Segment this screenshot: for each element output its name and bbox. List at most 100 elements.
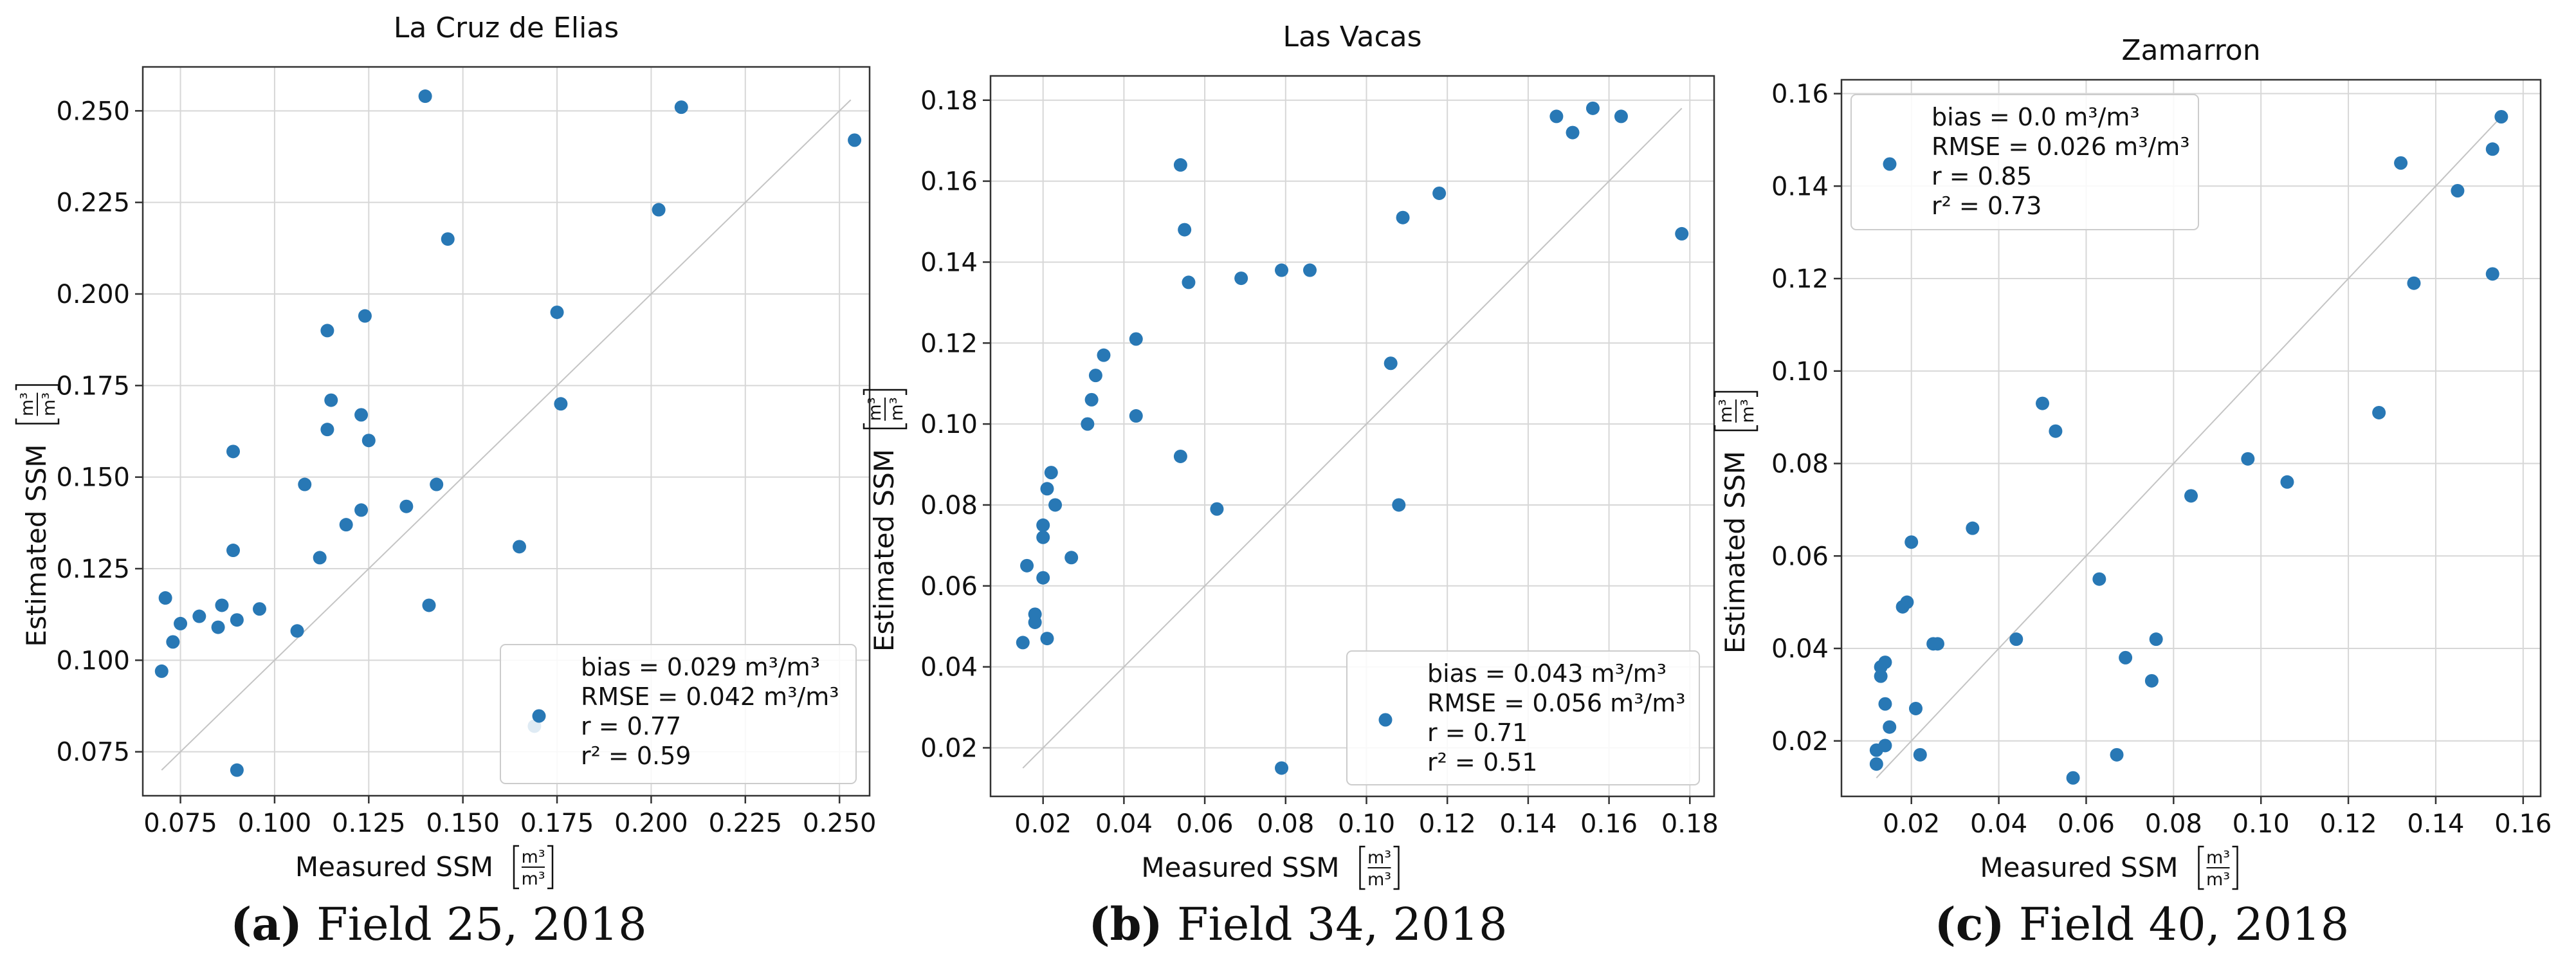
unit-denominator: m³ xyxy=(521,869,545,889)
data-point xyxy=(2092,572,2106,586)
unit-denominator: m³ xyxy=(1738,399,1758,423)
x-tick-label: 0.10 xyxy=(2233,809,2290,839)
x-tick-label: 0.18 xyxy=(1661,809,1719,839)
one-to-one-line xyxy=(1876,116,2502,778)
data-point xyxy=(2241,452,2255,466)
chart-title: Las Vacas xyxy=(1283,21,1421,53)
x-tick-label: 0.14 xyxy=(2407,809,2464,839)
x-tick-label: 0.02 xyxy=(1883,809,1940,839)
data-point xyxy=(2110,747,2124,762)
legend-line: r = 0.85 xyxy=(1932,162,2032,190)
legend-line: r = 0.71 xyxy=(1427,719,1528,747)
data-point xyxy=(320,423,334,437)
data-point xyxy=(512,540,526,554)
x-axis-label-text: Measured SSM xyxy=(1980,852,2178,883)
data-point xyxy=(211,620,225,634)
data-point xyxy=(1173,158,1187,172)
data-point xyxy=(1081,417,1095,431)
legend-line: RMSE = 0.056 m³/m³ xyxy=(1427,689,1686,717)
data-point xyxy=(1064,551,1079,565)
one-to-one-line xyxy=(161,99,852,771)
data-point xyxy=(2066,771,2080,785)
y-tick-label: 0.10 xyxy=(1771,357,1829,387)
x-tick-label: 0.04 xyxy=(1970,809,2027,839)
data-point xyxy=(1869,757,1883,771)
data-point xyxy=(1234,271,1248,286)
unit-numerator: m³ xyxy=(1716,399,1736,423)
data-point xyxy=(2036,396,2050,410)
unit-numerator: m³ xyxy=(17,392,37,416)
data-point xyxy=(1036,530,1050,544)
data-points xyxy=(154,89,862,777)
y-tick-label: 0.08 xyxy=(1771,450,1829,479)
unit-bracket-left xyxy=(2198,845,2204,890)
data-point xyxy=(1585,101,1600,115)
unit-bracket-right xyxy=(1393,845,1400,890)
data-point xyxy=(2394,156,2408,170)
grid xyxy=(143,67,870,796)
unit-bracket-right xyxy=(15,384,60,390)
legend-line: RMSE = 0.042 m³/m³ xyxy=(581,683,839,711)
x-tick-label: 0.08 xyxy=(1257,809,1314,839)
unit-denominator: m³ xyxy=(39,392,59,416)
x-tick-label: 0.04 xyxy=(1095,809,1153,839)
x-tick-label: 0.14 xyxy=(1499,809,1557,839)
y-axis-label: Estimated SSM m³ m³ xyxy=(1713,390,1758,654)
y-axis-label-text: Estimated SSM xyxy=(1719,451,1751,654)
x-tick-label: 0.100 xyxy=(238,809,312,838)
data-point xyxy=(253,602,267,616)
data-point xyxy=(1900,595,1914,609)
data-point xyxy=(1566,125,1580,140)
data-point xyxy=(1210,502,1224,516)
data-point xyxy=(1036,571,1050,585)
data-point xyxy=(158,591,172,605)
data-point xyxy=(1878,738,1892,753)
data-point xyxy=(1036,518,1050,532)
data-point xyxy=(1908,701,1923,715)
data-point xyxy=(1020,558,1034,573)
data-point xyxy=(1040,632,1054,646)
unit-denominator: m³ xyxy=(1367,870,1391,890)
x-tick-label: 0.175 xyxy=(520,809,594,838)
data-point xyxy=(298,477,312,491)
y-tick-label: 0.02 xyxy=(920,733,978,763)
caption-a-label: (a) xyxy=(230,897,302,951)
y-tick-label: 0.125 xyxy=(56,555,130,584)
plot-frame xyxy=(1840,78,2542,798)
data-point xyxy=(1675,226,1689,241)
data-point xyxy=(1275,263,1289,277)
unit-bracket-right xyxy=(547,845,554,890)
data-point xyxy=(1028,615,1042,629)
scatter-panel-c: 0.02 0.04 0.06 0.08 0.10 0.12 0.14 0.16 0.02 0.04… xyxy=(1713,34,2552,890)
y-tick-label: 0.18 xyxy=(920,86,978,116)
x-tick-label: 0.225 xyxy=(709,809,783,838)
data-point xyxy=(2407,276,2421,290)
y-tick-label: 0.08 xyxy=(920,491,978,520)
unit-bracket-left xyxy=(513,845,519,890)
data-point xyxy=(1913,747,1927,762)
data-point xyxy=(2119,650,2133,665)
data-point xyxy=(1614,109,1628,124)
x-tick-label: 0.200 xyxy=(614,809,688,838)
data-point xyxy=(1016,636,1030,650)
data-point xyxy=(2372,405,2386,419)
caption-c: (c) Field 40, 2018 xyxy=(1756,897,2528,951)
y-tick-label: 0.200 xyxy=(56,280,130,309)
legend-line: bias = 0.0 m³/m³ xyxy=(1932,103,2140,131)
data-point xyxy=(290,624,304,638)
legend-line: r² = 0.51 xyxy=(1427,748,1537,776)
data-point xyxy=(1384,356,1398,371)
x-tick-label: 0.02 xyxy=(1014,809,1072,839)
data-points xyxy=(1016,101,1689,775)
data-point xyxy=(339,518,353,532)
x-tick-label: 0.10 xyxy=(1338,809,1395,839)
x-axis-label-text: Measured SSM xyxy=(1141,852,1339,883)
y-tick-label: 0.175 xyxy=(56,371,130,401)
unit-bracket-right xyxy=(1713,390,1758,397)
